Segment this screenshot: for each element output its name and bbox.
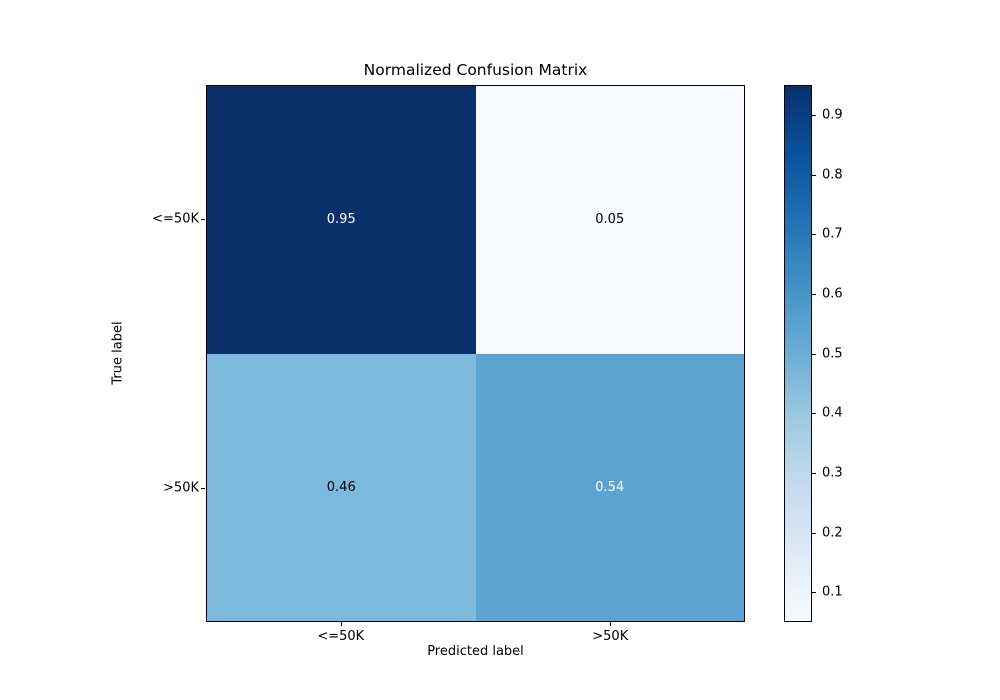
colorbar-tick-label: 0.4 xyxy=(822,405,843,421)
colorbar-tick-mark xyxy=(812,592,816,594)
heatmap-grid: 0.95 0.05 0.46 0.54 xyxy=(207,86,744,621)
x-tick-label: <=50K xyxy=(317,629,365,644)
y-tick-label: >50K xyxy=(163,480,199,496)
x-tick-label: >50K xyxy=(592,629,629,644)
colorbar-tick-label: 0.5 xyxy=(822,346,843,361)
heatmap-cell-0-0: 0.95 xyxy=(207,86,476,354)
cell-value-label: 0.54 xyxy=(595,479,625,495)
y-tick-mark xyxy=(201,487,205,489)
colorbar-tick-label: 0.3 xyxy=(822,465,843,481)
heatmap-cell-0-1: 0.05 xyxy=(475,86,744,354)
chart-title: Normalized Confusion Matrix xyxy=(363,61,588,79)
cell-value-label: 0.95 xyxy=(326,212,356,228)
heatmap-axes: 0.95 0.05 0.46 0.54 xyxy=(206,85,745,622)
colorbar-tick-mark xyxy=(812,114,816,116)
x-tick-mark xyxy=(340,622,342,626)
colorbar-tick-label: 0.2 xyxy=(822,525,843,540)
x-tick-mark xyxy=(610,622,612,626)
colorbar-tick-label: 0.8 xyxy=(822,167,843,182)
cell-value-label: 0.46 xyxy=(326,479,356,495)
colorbar-tick-mark xyxy=(812,532,816,534)
colorbar-tick-label: 0.9 xyxy=(822,107,843,123)
colorbar-tick-mark xyxy=(812,472,816,474)
colorbar-tick-mark xyxy=(812,353,816,355)
cell-value-label: 0.05 xyxy=(595,212,625,228)
colorbar-tick-mark xyxy=(812,234,816,236)
colorbar-tick-mark xyxy=(812,174,816,176)
colorbar-tick-label: 0.6 xyxy=(822,286,843,302)
x-axis-label: Predicted label xyxy=(427,644,524,659)
heatmap-cell-1-1: 0.54 xyxy=(475,353,744,621)
heatmap-cell-1-0: 0.46 xyxy=(207,353,476,621)
colorbar-tick-label: 0.1 xyxy=(822,584,843,600)
y-axis-label: True label xyxy=(110,321,126,385)
colorbar-tick-label: 0.7 xyxy=(822,226,843,242)
y-tick-label: <=50K xyxy=(152,211,199,227)
y-tick-mark xyxy=(201,219,205,221)
colorbar-tick-mark xyxy=(812,293,816,295)
colorbar xyxy=(784,85,812,622)
colorbar-tick-mark xyxy=(812,413,816,415)
